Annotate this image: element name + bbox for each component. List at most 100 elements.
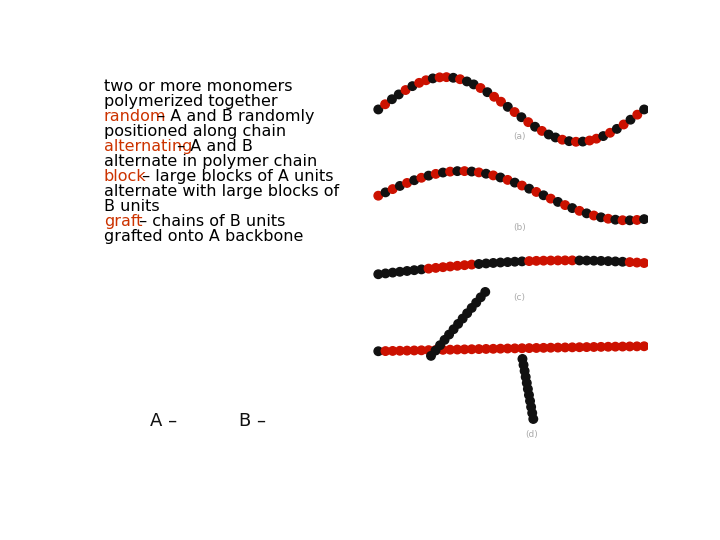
Circle shape	[554, 343, 562, 352]
Circle shape	[518, 355, 527, 363]
Circle shape	[496, 173, 505, 182]
Circle shape	[568, 343, 577, 352]
Circle shape	[489, 259, 498, 267]
Circle shape	[554, 256, 562, 265]
Circle shape	[424, 346, 433, 354]
Circle shape	[526, 397, 534, 405]
Circle shape	[604, 342, 613, 351]
Circle shape	[436, 73, 444, 82]
Text: graft: graft	[104, 214, 143, 229]
Circle shape	[582, 256, 591, 265]
Circle shape	[388, 347, 397, 355]
Circle shape	[459, 314, 467, 323]
Circle shape	[633, 215, 642, 224]
Circle shape	[626, 116, 635, 124]
Circle shape	[618, 342, 627, 351]
Circle shape	[539, 256, 548, 265]
Circle shape	[539, 191, 548, 199]
Circle shape	[417, 265, 426, 274]
Circle shape	[410, 346, 418, 355]
Circle shape	[453, 261, 462, 270]
Circle shape	[410, 176, 418, 185]
Circle shape	[592, 134, 600, 143]
Circle shape	[374, 105, 382, 114]
Circle shape	[489, 171, 498, 180]
Circle shape	[497, 98, 505, 106]
Circle shape	[395, 181, 404, 190]
Circle shape	[517, 113, 526, 122]
Circle shape	[525, 257, 534, 265]
Circle shape	[476, 84, 485, 92]
Circle shape	[565, 137, 573, 145]
Circle shape	[424, 265, 433, 273]
Circle shape	[528, 409, 536, 417]
Circle shape	[431, 346, 440, 355]
Circle shape	[521, 373, 530, 381]
Circle shape	[599, 132, 608, 140]
Text: (b): (b)	[513, 224, 526, 232]
Text: – large blocks of A units: – large blocks of A units	[137, 169, 333, 184]
Text: two or more monomers: two or more monomers	[104, 79, 292, 94]
Circle shape	[633, 110, 642, 119]
Circle shape	[575, 207, 584, 215]
Circle shape	[525, 344, 534, 352]
Circle shape	[531, 123, 539, 131]
Circle shape	[446, 346, 454, 354]
Circle shape	[467, 167, 476, 176]
Circle shape	[474, 345, 483, 353]
Text: – chains of B units: – chains of B units	[134, 214, 285, 229]
Circle shape	[523, 379, 531, 387]
Circle shape	[463, 309, 472, 318]
Circle shape	[388, 268, 397, 277]
Circle shape	[618, 216, 627, 225]
Circle shape	[518, 181, 526, 190]
Circle shape	[436, 341, 444, 349]
Circle shape	[590, 211, 598, 220]
Circle shape	[408, 82, 417, 90]
Circle shape	[523, 384, 532, 393]
Text: alternating: alternating	[104, 139, 192, 154]
Circle shape	[590, 256, 598, 265]
Circle shape	[626, 216, 634, 225]
Circle shape	[474, 168, 483, 177]
Circle shape	[482, 170, 490, 178]
Circle shape	[395, 347, 404, 355]
Circle shape	[460, 167, 469, 176]
Text: B units: B units	[104, 199, 160, 214]
Text: alternate with large blocks of: alternate with large blocks of	[104, 184, 339, 199]
Circle shape	[640, 342, 649, 350]
Circle shape	[374, 192, 382, 200]
Circle shape	[597, 213, 606, 221]
Circle shape	[532, 344, 541, 352]
Circle shape	[525, 391, 534, 399]
Text: polymerized together: polymerized together	[104, 94, 278, 109]
Text: grafted onto A backbone: grafted onto A backbone	[104, 229, 303, 244]
Circle shape	[597, 256, 606, 265]
Circle shape	[575, 256, 584, 265]
Circle shape	[611, 342, 620, 351]
Circle shape	[611, 257, 620, 266]
Circle shape	[402, 346, 411, 355]
Text: (a): (a)	[513, 132, 526, 141]
Text: B –: B –	[239, 411, 266, 429]
Circle shape	[395, 267, 404, 276]
Text: random: random	[104, 109, 166, 124]
Circle shape	[449, 73, 457, 82]
Circle shape	[527, 403, 536, 411]
Circle shape	[510, 258, 519, 266]
Circle shape	[510, 344, 519, 353]
Circle shape	[503, 176, 512, 184]
Circle shape	[510, 108, 519, 116]
Circle shape	[456, 75, 464, 84]
Circle shape	[467, 260, 476, 269]
Circle shape	[496, 345, 505, 353]
Circle shape	[546, 194, 555, 203]
Circle shape	[467, 303, 476, 312]
Circle shape	[568, 204, 577, 212]
Circle shape	[387, 95, 396, 104]
Circle shape	[585, 136, 594, 145]
Circle shape	[454, 320, 462, 328]
Circle shape	[597, 343, 606, 351]
Circle shape	[561, 201, 570, 210]
Circle shape	[532, 256, 541, 265]
